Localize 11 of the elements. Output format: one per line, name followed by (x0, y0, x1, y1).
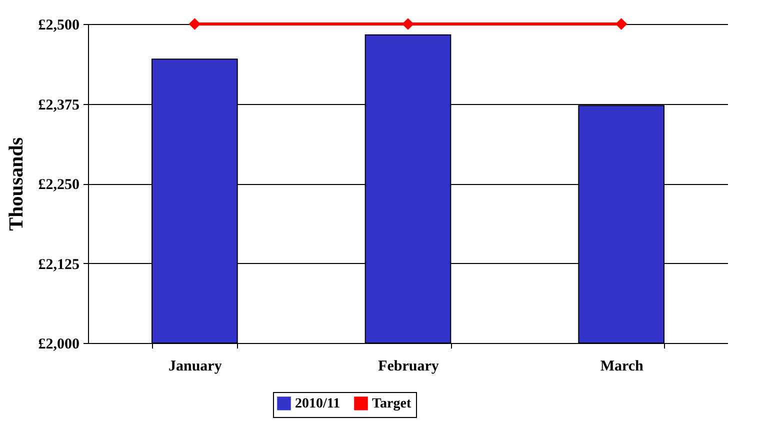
y-tick-label: £2,000 (38, 336, 80, 352)
y-axis-title: Thousands (5, 137, 28, 231)
y-tick-label: £2,125 (38, 256, 80, 273)
legend-label: Target (372, 396, 412, 412)
y-tick-label: £2,375 (38, 97, 80, 114)
x-tick-label: February (378, 358, 440, 374)
legend-label: 2010/11 (295, 396, 340, 412)
y-tick-label: £2,500 (38, 18, 80, 34)
x-tick-label: January (168, 358, 222, 374)
y-tick-label: £2,250 (38, 177, 80, 193)
x-tick-label: March (600, 358, 644, 374)
